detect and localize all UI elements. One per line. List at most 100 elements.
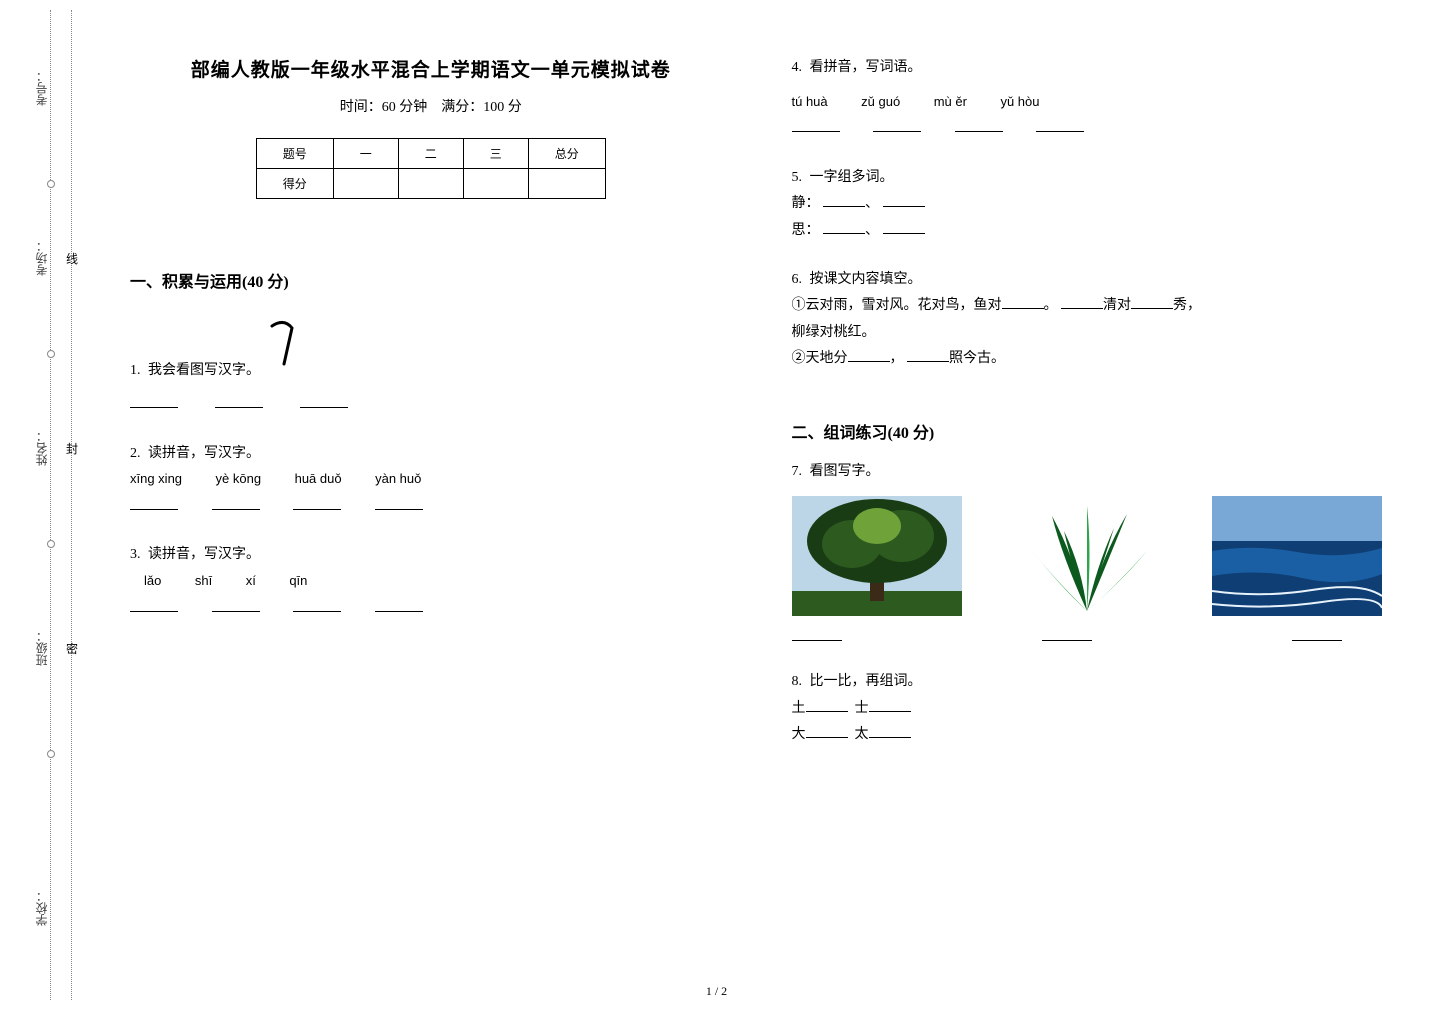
exam-subtitle: 时间：60 分钟 满分：100 分 [130, 96, 732, 116]
question-8: 8. 比一比，再组词。 土 士 大 太 [792, 669, 1394, 749]
th-1: 一 [333, 139, 398, 169]
answer-blank[interactable] [212, 596, 260, 611]
q8-char: 大 [792, 727, 806, 742]
section-1-title: 一、积累与运用(40 分) [130, 268, 732, 292]
q5-line2-label: 思： [792, 223, 820, 238]
q6-l3a: ②天地分 [792, 351, 848, 366]
answer-blank[interactable] [130, 494, 178, 509]
q1-text: 我会看图写汉字。 [148, 363, 260, 378]
answer-blank[interactable] [869, 696, 911, 711]
q7-text: 看图写字。 [810, 464, 880, 479]
pinyin: huā duǒ [295, 467, 342, 492]
answer-blank[interactable] [1292, 626, 1342, 641]
right-column: 4. 看拼音，写词语。 tú huà zǔ guó mù ěr yǔ hòu 5… [792, 55, 1394, 961]
binding-label-school: 学校： [33, 890, 50, 926]
q6-l1c: 清对 [1103, 298, 1131, 313]
binding-edge: 考号： 考场： 姓名： 班级： 学校： 线 封 密 [50, 10, 110, 1000]
q8-num: 8. [792, 674, 803, 689]
answer-blank[interactable] [883, 192, 925, 207]
question-6: 6. 按课文内容填空。 ①云对雨，雪对风。花对鸟，鱼对。 清对秀， 柳绿对桃红。… [792, 267, 1394, 373]
pinyin: shī [195, 569, 212, 594]
answer-blank[interactable] [130, 393, 178, 408]
seam-char: 线 [66, 250, 78, 267]
answer-blank[interactable] [1002, 294, 1044, 309]
answer-blank[interactable] [1036, 117, 1084, 132]
binding-inner-line: 线 封 密 [71, 10, 72, 1000]
answer-blank[interactable] [792, 117, 840, 132]
answer-blank[interactable] [823, 219, 865, 234]
answer-blank[interactable] [823, 192, 865, 207]
answer-blank[interactable] [907, 347, 949, 362]
answer-blank[interactable] [1131, 294, 1173, 309]
pinyin: xí [246, 569, 256, 594]
td-blank [463, 169, 528, 199]
answer-blank[interactable] [293, 596, 341, 611]
pinyin: yàn huǒ [375, 467, 421, 492]
pinyin: qīn [289, 569, 307, 594]
q1-figure [264, 314, 324, 384]
answer-blank[interactable] [955, 117, 1003, 132]
question-5: 5. 一字组多词。 静： 、 思： 、 [792, 165, 1394, 245]
answer-blank[interactable] [375, 596, 423, 611]
binding-circle [47, 180, 55, 188]
table-row: 得分 [256, 169, 605, 199]
q3-pinyin-row: lǎo shī xí qīn [130, 569, 732, 596]
q5-text: 一字组多词。 [810, 170, 894, 185]
question-3: 3. 读拼音，写汉字。 lǎo shī xí qīn [130, 542, 732, 622]
q1-num: 1. [130, 363, 141, 378]
answer-blank[interactable] [300, 393, 348, 408]
section-2-title: 二、组词练习(40 分) [792, 419, 1394, 443]
q4-num: 4. [792, 60, 803, 75]
th-total: 总分 [528, 139, 605, 169]
binding-label-name: 姓名： [33, 430, 50, 466]
stroke-glyph-icon [264, 314, 304, 374]
binding-label-class: 班级： [33, 630, 50, 666]
td-score-label: 得分 [256, 169, 333, 199]
seam-char: 封 [66, 440, 78, 457]
tree-image [792, 496, 962, 616]
binding-circle [47, 750, 55, 758]
binding-label-examnum: 考号： [33, 70, 50, 106]
q6-l3c: 照今古。 [949, 351, 1005, 366]
answer-blank[interactable] [375, 494, 423, 509]
pinyin: tú huà [792, 90, 828, 115]
q6-l2: 柳绿对桃红。 [792, 320, 1394, 347]
question-7: 7. 看图写字。 [792, 459, 1394, 647]
seam-char: 密 [66, 640, 78, 657]
answer-blank[interactable] [215, 393, 263, 408]
answer-blank[interactable] [1061, 294, 1103, 309]
answer-blank[interactable] [848, 347, 890, 362]
q7-num: 7. [792, 464, 803, 479]
answer-blank[interactable] [883, 219, 925, 234]
answer-blank[interactable] [806, 723, 848, 738]
td-blank [398, 169, 463, 199]
answer-blank[interactable] [792, 626, 842, 641]
answer-blank[interactable] [1042, 626, 1092, 641]
q6-l1d: 秀， [1173, 298, 1201, 313]
sea-image [1212, 496, 1382, 616]
table-row: 题号 一 二 三 总分 [256, 139, 605, 169]
q6-text: 按课文内容填空。 [810, 272, 922, 287]
q5-line1-label: 静： [792, 196, 820, 211]
answer-blank[interactable] [873, 117, 921, 132]
answer-blank[interactable] [869, 723, 911, 738]
grass-image [1002, 496, 1172, 616]
q4-pinyin-row: tú huà zǔ guó mù ěr yǔ hòu [792, 90, 1394, 117]
pinyin: yè kōng [216, 467, 262, 492]
answer-blank[interactable] [806, 696, 848, 711]
q6-l3b: ， [890, 351, 904, 366]
th-num: 题号 [256, 139, 333, 169]
pinyin: yǔ hòu [1000, 90, 1039, 115]
answer-blank[interactable] [130, 596, 178, 611]
question-2: 2. 读拼音，写汉字。 xīng xing yè kōng huā duǒ yà… [130, 441, 732, 521]
th-3: 三 [463, 139, 528, 169]
q8-text: 比一比，再组词。 [810, 674, 922, 689]
pinyin: lǎo [144, 569, 161, 594]
pinyin: xīng xing [130, 467, 182, 492]
q8-char: 士 [855, 701, 869, 716]
answer-blank[interactable] [212, 494, 260, 509]
answer-blank[interactable] [293, 494, 341, 509]
q8-char: 太 [855, 727, 869, 742]
q6-num: 6. [792, 272, 803, 287]
question-4: 4. 看拼音，写词语。 tú huà zǔ guó mù ěr yǔ hòu [792, 55, 1394, 143]
